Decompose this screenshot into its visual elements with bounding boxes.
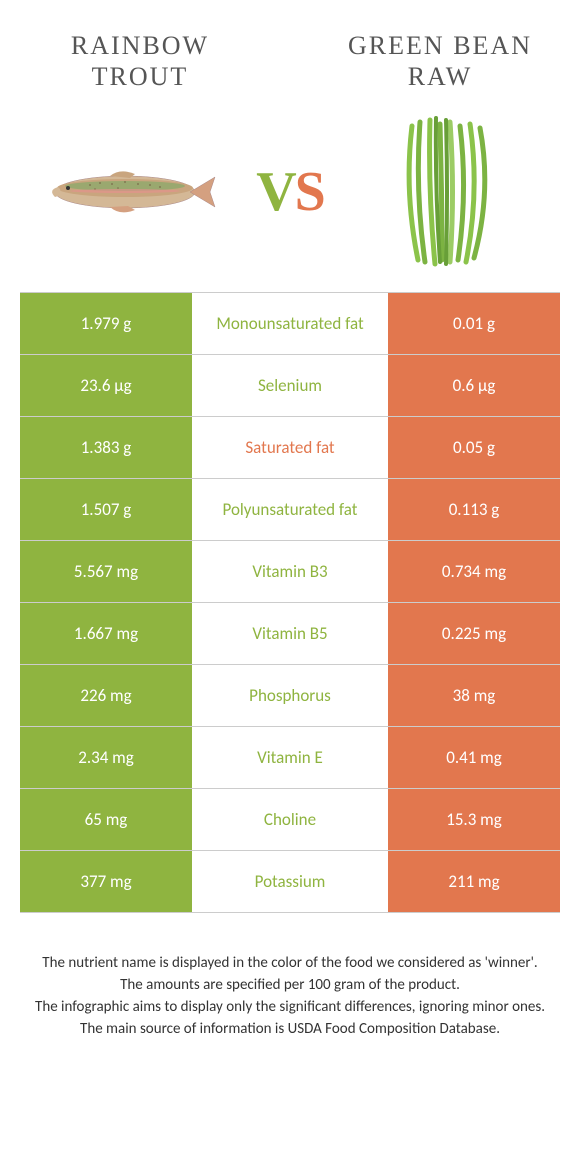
- left-food-title: Rainbow trout: [40, 30, 240, 92]
- nutrient-label: Potassium: [192, 851, 388, 912]
- table-row: 23.6 µgSelenium0.6 µg: [20, 355, 560, 417]
- right-value: 0.05 g: [388, 417, 560, 478]
- vs-label: VS: [256, 160, 324, 224]
- nutrient-label: Phosphorus: [192, 665, 388, 726]
- nutrient-label: Vitamin E: [192, 727, 388, 788]
- nutrient-label: Saturated fat: [192, 417, 388, 478]
- left-value: 1.667 mg: [20, 603, 192, 664]
- table-row: 2.34 mgVitamin E0.41 mg: [20, 727, 560, 789]
- left-value: 226 mg: [20, 665, 192, 726]
- nutrient-label: Monounsaturated fat: [192, 293, 388, 354]
- table-row: 226 mgPhosphorus38 mg: [20, 665, 560, 727]
- footer-line: The infographic aims to display only the…: [30, 997, 550, 1019]
- right-food-image: [360, 117, 540, 267]
- nutrient-label: Vitamin B5: [192, 603, 388, 664]
- right-value: 0.225 mg: [388, 603, 560, 664]
- table-row: 5.567 mgVitamin B30.734 mg: [20, 541, 560, 603]
- vs-v-letter: V: [256, 161, 294, 223]
- left-food-image: [40, 117, 220, 267]
- images-row: VS: [0, 102, 580, 292]
- right-food-title: Green bean raw: [340, 30, 540, 92]
- table-row: 1.979 gMonounsaturated fat0.01 g: [20, 293, 560, 355]
- right-value: 0.113 g: [388, 479, 560, 540]
- table-row: 1.507 gPolyunsaturated fat0.113 g: [20, 479, 560, 541]
- footer-notes: The nutrient name is displayed in the co…: [0, 913, 580, 1040]
- left-value: 377 mg: [20, 851, 192, 912]
- trout-icon: [40, 162, 220, 222]
- footer-line: The amounts are specified per 100 gram o…: [30, 975, 550, 997]
- left-value: 1.383 g: [20, 417, 192, 478]
- nutrient-label: Selenium: [192, 355, 388, 416]
- right-value: 0.734 mg: [388, 541, 560, 602]
- nutrient-label: Choline: [192, 789, 388, 850]
- left-value: 2.34 mg: [20, 727, 192, 788]
- table-row: 1.667 mgVitamin B50.225 mg: [20, 603, 560, 665]
- green-bean-icon: [380, 112, 520, 272]
- left-value: 65 mg: [20, 789, 192, 850]
- header: Rainbow trout Green bean raw: [0, 0, 580, 102]
- right-value: 0.6 µg: [388, 355, 560, 416]
- table-row: 65 mgCholine15.3 mg: [20, 789, 560, 851]
- right-value: 0.01 g: [388, 293, 560, 354]
- nutrient-label: Vitamin B3: [192, 541, 388, 602]
- right-value: 38 mg: [388, 665, 560, 726]
- left-value: 5.567 mg: [20, 541, 192, 602]
- footer-line: The nutrient name is displayed in the co…: [30, 953, 550, 975]
- left-value: 1.507 g: [20, 479, 192, 540]
- footer-line: The main source of information is USDA F…: [30, 1019, 550, 1041]
- left-value: 1.979 g: [20, 293, 192, 354]
- right-value: 15.3 mg: [388, 789, 560, 850]
- right-value: 211 mg: [388, 851, 560, 912]
- nutrient-label: Polyunsaturated fat: [192, 479, 388, 540]
- right-value: 0.41 mg: [388, 727, 560, 788]
- table-row: 1.383 gSaturated fat0.05 g: [20, 417, 560, 479]
- vs-s-letter: S: [295, 161, 324, 223]
- comparison-table: 1.979 gMonounsaturated fat0.01 g23.6 µgS…: [20, 292, 560, 913]
- left-value: 23.6 µg: [20, 355, 192, 416]
- table-row: 377 mgPotassium211 mg: [20, 851, 560, 913]
